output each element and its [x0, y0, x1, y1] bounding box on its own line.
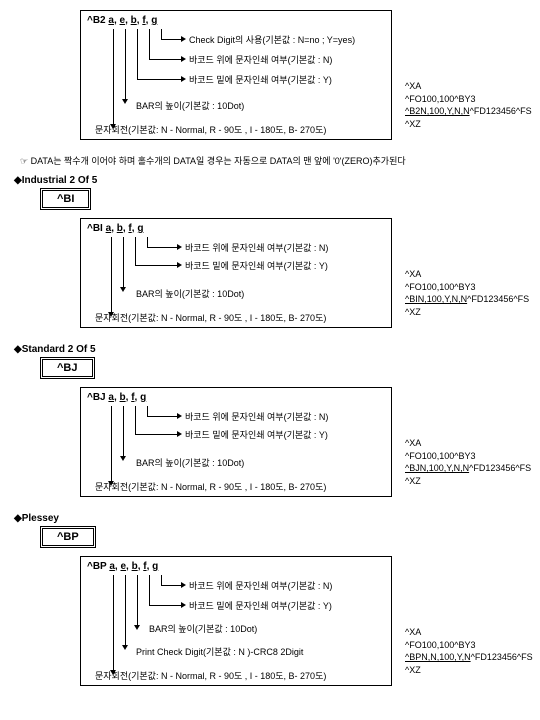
- b2-code-l2: ^FO100,100^BY3: [405, 93, 532, 106]
- bi-p1: 바코드 위에 문자인쇄 여부(기본값 : N): [185, 241, 328, 254]
- bp-code-l2: ^FO100,100^BY3: [405, 639, 533, 652]
- bp-p5: 문자회전(기본값: N - Normal, R - 90도 , I - 180도…: [95, 669, 326, 682]
- bi-p4: 문자회전(기본값: N - Normal, R - 90도 , I - 180도…: [95, 311, 326, 324]
- bj-p1: 바코드 위에 문자인쇄 여부(기본값 : N): [185, 410, 328, 423]
- bi-p2: 바코드 밑에 문자인쇄 여부(기본값 : Y): [185, 259, 328, 272]
- bj-param-box: ^BJ a, b, f, g 바코드 위에 문자인쇄 여부(기본값 : N) 바…: [80, 387, 392, 497]
- bi-p3: BAR의 높이(기본값 : 10Dot): [136, 287, 244, 300]
- bi-code-l4: ^XZ: [405, 306, 529, 319]
- bp-block: ^BP a, e, b, f, g 바코드 위에 문자인쇄 여부(기본값 : N…: [10, 556, 530, 696]
- bp-param-box: ^BP a, e, b, f, g 바코드 위에 문자인쇄 여부(기본값 : N…: [80, 556, 392, 686]
- bj-label: ^BJ: [40, 357, 95, 379]
- bp-code: ^XA ^FO100,100^BY3 ^BPN,N,100,Y,N^FD1234…: [405, 626, 533, 676]
- bi-param-box: ^BI a, b, f, g 바코드 위에 문자인쇄 여부(기본값 : N) 바…: [80, 218, 392, 328]
- bj-code-l3: ^BJN,100,Y,N,N^FD123456^FS: [405, 462, 531, 475]
- bj-code: ^XA ^FO100,100^BY3 ^BJN,100,Y,N,N^FD1234…: [405, 437, 531, 487]
- bi-label: ^BI: [40, 188, 91, 210]
- b2-code-l4: ^XZ: [405, 118, 532, 131]
- bj-code-l4: ^XZ: [405, 475, 531, 488]
- bj-header: ^BJ a, b, f, g: [87, 392, 146, 403]
- bp-p1: 바코드 위에 문자인쇄 여부(기본값 : N): [189, 579, 332, 592]
- b2-param-box: ^B2 a, e, b, f, g Check Digit의 사용(기본값 : …: [80, 10, 392, 140]
- bj-p2: 바코드 밑에 문자인쇄 여부(기본값 : Y): [185, 428, 328, 441]
- b2-code-l3: ^B2N,100,Y,N,N^FD123456^FS: [405, 105, 532, 118]
- bj-title: ◆Standard 2 Of 5: [14, 344, 530, 355]
- b2-note: ☞ DATA는 짝수개 이어야 하며 홀수개의 DATA일 경우는 자동으로 D…: [20, 154, 530, 167]
- b2-p1: Check Digit의 사용(기본값 : N=no ; Y=yes): [189, 33, 355, 46]
- b2-p3: 바코드 밑에 문자인쇄 여부(기본값 : Y): [189, 73, 332, 86]
- bp-label: ^BP: [40, 526, 96, 548]
- b2-p5: 문자회전(기본값: N - Normal, R - 90도 , I - 180도…: [95, 123, 326, 136]
- bi-code: ^XA ^FO100,100^BY3 ^BIN,100,Y,N,N^FD1234…: [405, 268, 529, 318]
- bp-p4: Print Check Digit(기본값 : N )-CRC8 2Digit: [136, 645, 303, 658]
- bp-code-l4: ^XZ: [405, 664, 533, 677]
- bj-code-l1: ^XA: [405, 437, 531, 450]
- b2-code: ^XA ^FO100,100^BY3 ^B2N,100,Y,N,N^FD1234…: [405, 80, 532, 130]
- b2-header: ^B2 a, e, b, f, g: [87, 15, 157, 26]
- bp-p3: BAR의 높이(기본값 : 10Dot): [149, 622, 257, 635]
- bi-code-l3: ^BIN,100,Y,N,N^FD123456^FS: [405, 293, 529, 306]
- bp-code-l1: ^XA: [405, 626, 533, 639]
- bj-block: ^BJ a, b, f, g 바코드 위에 문자인쇄 여부(기본값 : N) 바…: [10, 387, 530, 507]
- bi-code-l1: ^XA: [405, 268, 529, 281]
- b2-p4: BAR의 높이(기본값 : 10Dot): [136, 99, 244, 112]
- b2-code-l1: ^XA: [405, 80, 532, 93]
- bj-code-l2: ^FO100,100^BY3: [405, 450, 531, 463]
- bi-block: ^BI a, b, f, g 바코드 위에 문자인쇄 여부(기본값 : N) 바…: [10, 218, 530, 338]
- b2-block: ^B2 a, e, b, f, g Check Digit의 사용(기본값 : …: [10, 10, 530, 150]
- bp-header: ^BP a, e, b, f, g: [87, 561, 158, 572]
- bj-p4: 문자회전(기본값: N - Normal, R - 90도 , I - 180도…: [95, 480, 326, 493]
- bi-title: ◆Industrial 2 Of 5: [14, 175, 530, 186]
- b2-p2: 바코드 위에 문자인쇄 여부(기본값 : N): [189, 53, 332, 66]
- bp-code-l3: ^BPN,N,100,Y,N^FD123456^FS: [405, 651, 533, 664]
- bp-title: ◆Plessey: [14, 513, 530, 524]
- bi-header: ^BI a, b, f, g: [87, 223, 143, 234]
- bi-code-l2: ^FO100,100^BY3: [405, 281, 529, 294]
- bj-p3: BAR의 높이(기본값 : 10Dot): [136, 456, 244, 469]
- bp-p2: 바코드 밑에 문자인쇄 여부(기본값 : Y): [189, 599, 332, 612]
